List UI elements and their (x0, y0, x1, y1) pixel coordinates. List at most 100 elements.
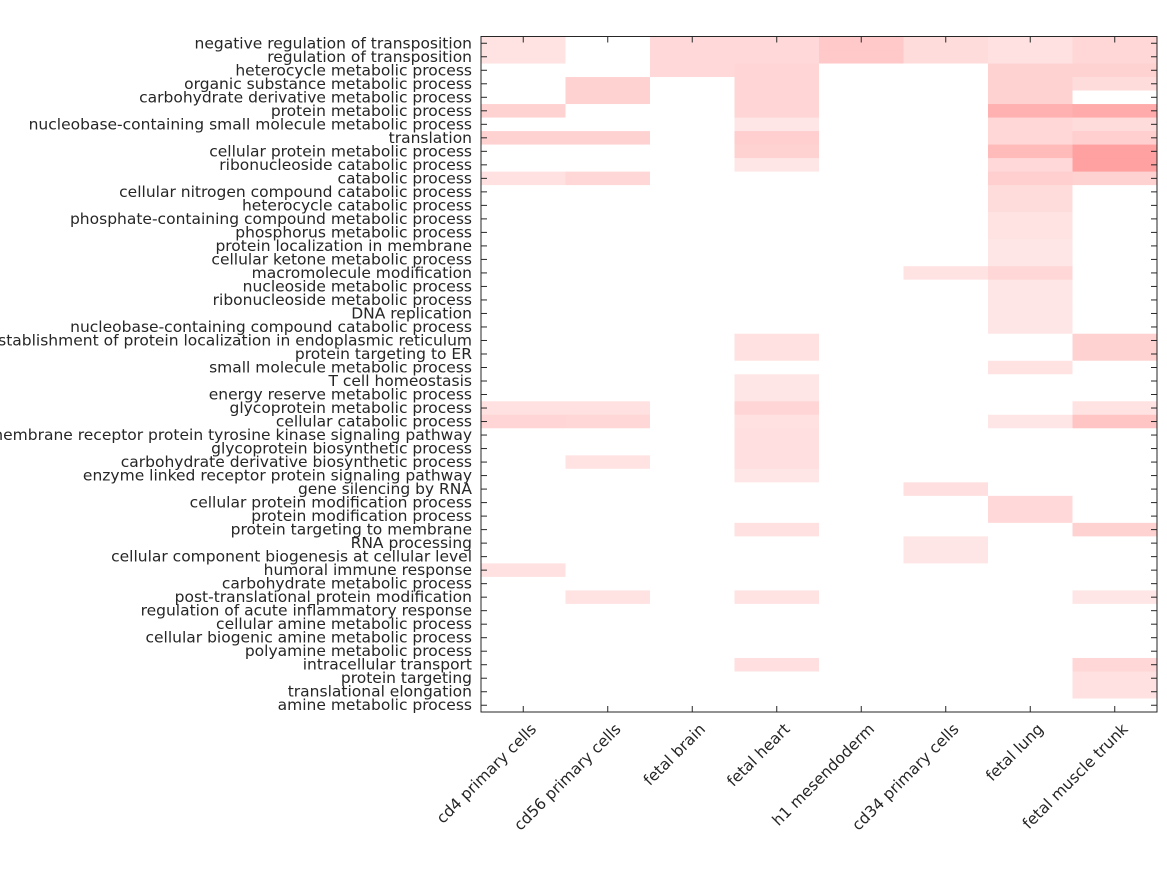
heatmap-cell (734, 279, 820, 294)
heatmap-cell (481, 698, 566, 713)
heatmap-cell (565, 185, 651, 200)
heatmap-cell (734, 401, 820, 416)
heatmap-cell (565, 563, 651, 578)
column-label: fetal lung (982, 720, 1047, 785)
heatmap-cell (650, 360, 735, 375)
heatmap-cell (819, 77, 904, 92)
heatmap-cell (819, 347, 904, 362)
heatmap-cell (819, 617, 904, 632)
heatmap-cell (481, 360, 566, 375)
heatmap-cell (650, 671, 735, 686)
heatmap-cell (988, 144, 1073, 159)
heatmap-cell (819, 441, 904, 456)
heatmap-cell (650, 225, 735, 240)
heatmap-cell (988, 698, 1073, 713)
heatmap-cell (988, 387, 1073, 402)
heatmap-cell (565, 401, 651, 416)
heatmap-cell (988, 131, 1073, 146)
row-label: protein targeting to ER (295, 345, 472, 363)
row-label: organic substance metabolic process (184, 75, 472, 93)
heatmap-cell (481, 603, 566, 618)
heatmap-cell (1072, 158, 1158, 173)
row-label: establishment of protein localization in… (0, 331, 472, 349)
heatmap-cell (650, 36, 735, 51)
row-label: nucleoside metabolic process (243, 277, 472, 295)
heatmap-cell (734, 158, 820, 173)
heatmap-cell (481, 63, 566, 78)
heatmap-cell (565, 225, 651, 240)
heatmap-cell (650, 212, 735, 227)
heatmap-cell (903, 401, 989, 416)
heatmap-cell (1072, 387, 1158, 402)
heatmap-cell (565, 603, 651, 618)
heatmap-cell (988, 171, 1073, 186)
heatmap-cell (650, 239, 735, 254)
heatmap-cell (903, 212, 989, 227)
heatmap-cell (734, 617, 820, 632)
heatmap-cell (734, 374, 820, 389)
heatmap-cell (481, 374, 566, 389)
heatmap-cell (903, 671, 989, 686)
heatmap-cell (565, 495, 651, 510)
heatmap-cell (903, 104, 989, 119)
heatmap-cell (565, 576, 651, 591)
heatmap-cell (650, 333, 735, 348)
heatmap-cell (565, 144, 651, 159)
heatmap-cell (565, 455, 651, 470)
heatmap-cell (481, 671, 566, 686)
heatmap-cell (1072, 590, 1158, 605)
heatmap-cell (734, 50, 820, 65)
heatmap-cell (650, 77, 735, 92)
heatmap-cell (903, 455, 989, 470)
heatmap-cell (734, 644, 820, 659)
heatmap-cell (1072, 536, 1158, 551)
heatmap-cell (903, 387, 989, 402)
heatmap-cell (903, 374, 989, 389)
heatmap-cell (481, 306, 566, 321)
row-label: protein targeting to membrane (231, 521, 472, 539)
heatmap-cell (481, 144, 566, 159)
heatmap-cell (481, 441, 566, 456)
heatmap-cell (734, 495, 820, 510)
heatmap-cell (481, 414, 566, 429)
heatmap-cell (819, 468, 904, 483)
row-label: cellular biogenic amine metabolic proces… (145, 629, 472, 647)
heatmap-cell (903, 644, 989, 659)
heatmap-cell (565, 387, 651, 402)
row-label: carbohydrate metabolic process (222, 575, 472, 593)
row-label: heterocycle catabolic process (242, 196, 472, 214)
heatmap-cell (734, 563, 820, 578)
heatmap-cell (481, 401, 566, 416)
heatmap-cell (650, 590, 735, 605)
heatmap-cell (650, 495, 735, 510)
heatmap-cell (650, 455, 735, 470)
row-labels: negative regulation of transpositionregu… (0, 34, 472, 714)
heatmap-cell (481, 198, 566, 213)
heatmap-cell (565, 279, 651, 294)
heatmap-cell (1072, 576, 1158, 591)
heatmap-cell (988, 185, 1073, 200)
heatmap-cell (481, 657, 566, 672)
heatmap-cell (650, 536, 735, 551)
heatmap-cell (650, 684, 735, 699)
heatmap-cell (734, 590, 820, 605)
heatmap-cell (734, 104, 820, 119)
heatmap-cell (1072, 320, 1158, 335)
heatmap-cell (1072, 482, 1158, 497)
heatmap-cell (734, 131, 820, 146)
heatmap-cell (650, 576, 735, 591)
heatmap-cell (650, 644, 735, 659)
heatmap-cell (988, 441, 1073, 456)
heatmap-cell (650, 306, 735, 321)
heatmap-cell (988, 158, 1073, 173)
column-label: fetal heart (723, 720, 793, 790)
heatmap-cell (481, 387, 566, 402)
heatmap-cell (734, 77, 820, 92)
heatmap-cell (1072, 144, 1158, 159)
row-label: cellular catabolic process (276, 413, 472, 431)
heatmap-cell (988, 239, 1073, 254)
row-label: enzyme linked receptor protein signaling… (83, 467, 472, 485)
heatmap-cell (988, 347, 1073, 362)
row-label: catabolic process (337, 169, 472, 187)
heatmap-cell (988, 333, 1073, 348)
